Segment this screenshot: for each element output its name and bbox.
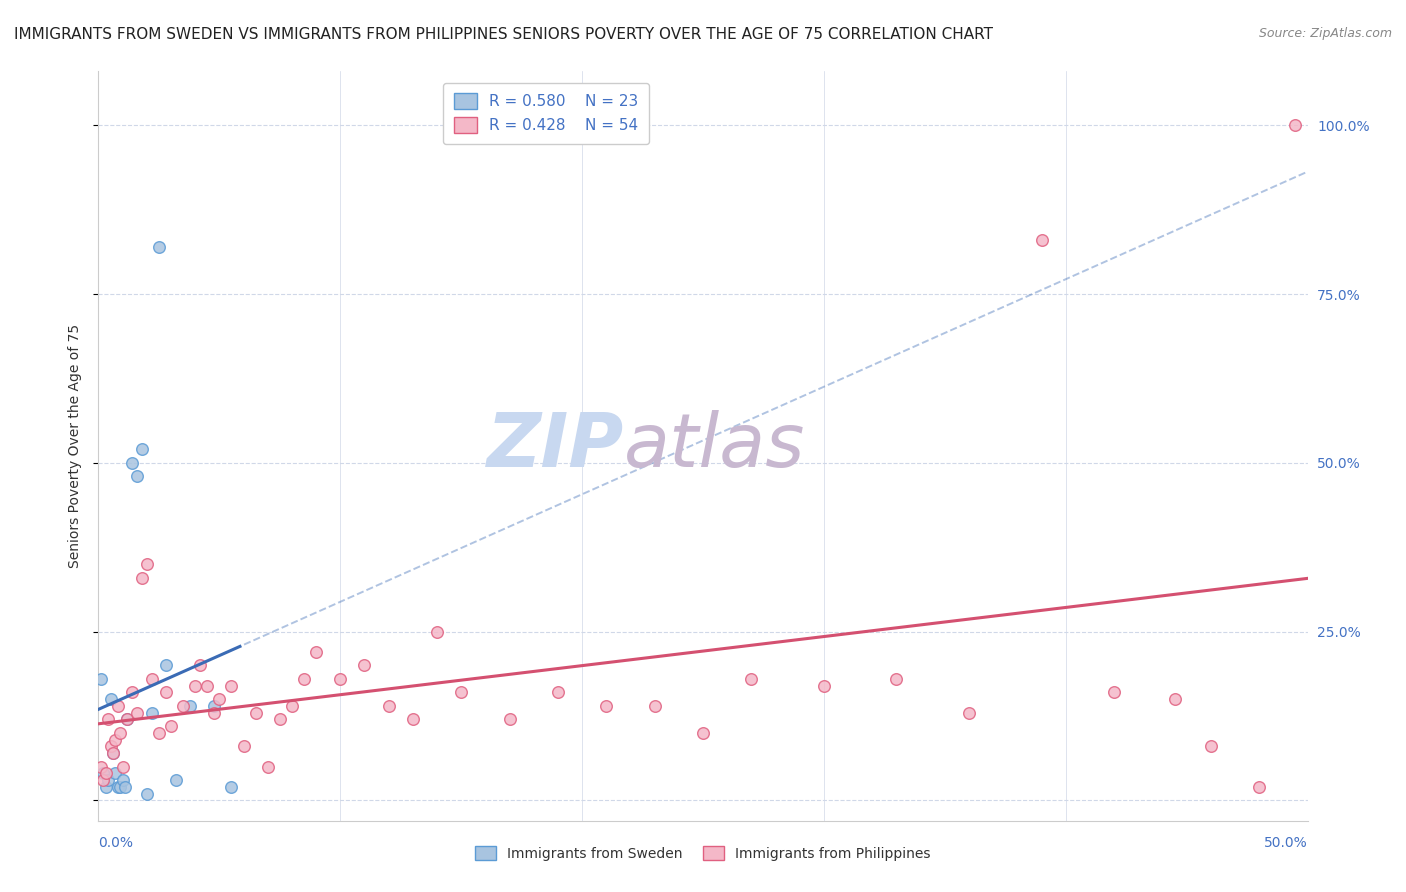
Point (232, 739, 254, 754)
Point (886, 672, 908, 686)
Point (91, 766, 114, 780)
Point (221, 679, 243, 693)
Point (97, 712, 120, 726)
Point (547, 685, 569, 699)
Point (108, 780, 131, 794)
Point (172, 698, 194, 713)
Y-axis label: Seniors Poverty Over the Age of 75: Seniors Poverty Over the Age of 75 (69, 324, 83, 568)
Point (692, 726, 714, 740)
Point (1102, 685, 1125, 699)
Point (740, 672, 762, 686)
Point (121, 685, 143, 699)
Point (160, 719, 183, 733)
Point (141, 706, 163, 720)
Point (155, 685, 177, 699)
Point (221, 780, 243, 794)
Point (114, 780, 136, 794)
Point (111, 759, 134, 773)
Point (117, 712, 139, 726)
Point (195, 679, 218, 693)
Point (94, 766, 117, 780)
Point (117, 712, 139, 726)
Point (104, 766, 127, 780)
Point (377, 698, 399, 713)
Point (111, 773, 134, 788)
Text: ZIP: ZIP (486, 409, 624, 483)
Point (208, 692, 231, 706)
Point (184, 679, 207, 693)
Point (292, 672, 315, 686)
Point (450, 685, 472, 699)
Point (135, 787, 157, 801)
Point (644, 698, 666, 713)
Point (305, 645, 328, 659)
Point (100, 739, 122, 754)
Point (121, 456, 143, 470)
Point (94, 780, 117, 794)
Point (90, 759, 112, 773)
Point (97, 773, 120, 788)
Point (426, 624, 449, 639)
Point (101, 746, 124, 760)
Point (148, 240, 170, 254)
Point (127, 469, 149, 483)
Point (141, 672, 163, 686)
Point (101, 746, 124, 760)
Point (269, 712, 291, 726)
Point (1199, 739, 1222, 754)
Legend: Immigrants from Sweden, Immigrants from Philippines: Immigrants from Sweden, Immigrants from … (470, 840, 936, 866)
Point (188, 658, 211, 673)
Point (155, 658, 177, 673)
Point (165, 773, 187, 788)
Point (107, 780, 129, 794)
Text: Source: ZipAtlas.com: Source: ZipAtlas.com (1258, 27, 1392, 40)
Point (90, 672, 112, 686)
Point (1031, 233, 1053, 247)
Point (329, 672, 352, 686)
Point (204, 706, 226, 720)
Point (135, 557, 157, 571)
Text: 0.0%: 0.0% (98, 836, 134, 849)
Point (498, 712, 520, 726)
Point (353, 658, 375, 673)
Text: IMMIGRANTS FROM SWEDEN VS IMMIGRANTS FROM PHILIPPINES SENIORS POVERTY OVER THE A: IMMIGRANTS FROM SWEDEN VS IMMIGRANTS FRO… (14, 27, 993, 42)
Point (91, 773, 114, 788)
Point (108, 726, 131, 740)
Point (402, 712, 425, 726)
Point (131, 571, 153, 585)
Point (131, 442, 153, 457)
Point (245, 706, 267, 720)
Point (256, 759, 278, 773)
Point (204, 698, 226, 713)
Text: atlas: atlas (624, 410, 806, 482)
Point (179, 698, 201, 713)
Point (148, 726, 170, 740)
Point (104, 732, 127, 747)
Point (595, 698, 617, 713)
Point (281, 698, 304, 713)
Point (957, 706, 980, 720)
Point (1284, 119, 1306, 133)
Point (127, 706, 149, 720)
Text: 50.0%: 50.0% (1264, 836, 1308, 849)
Point (1249, 780, 1271, 794)
Point (100, 692, 122, 706)
Point (107, 698, 129, 713)
Point (1163, 692, 1185, 706)
Point (813, 679, 835, 693)
